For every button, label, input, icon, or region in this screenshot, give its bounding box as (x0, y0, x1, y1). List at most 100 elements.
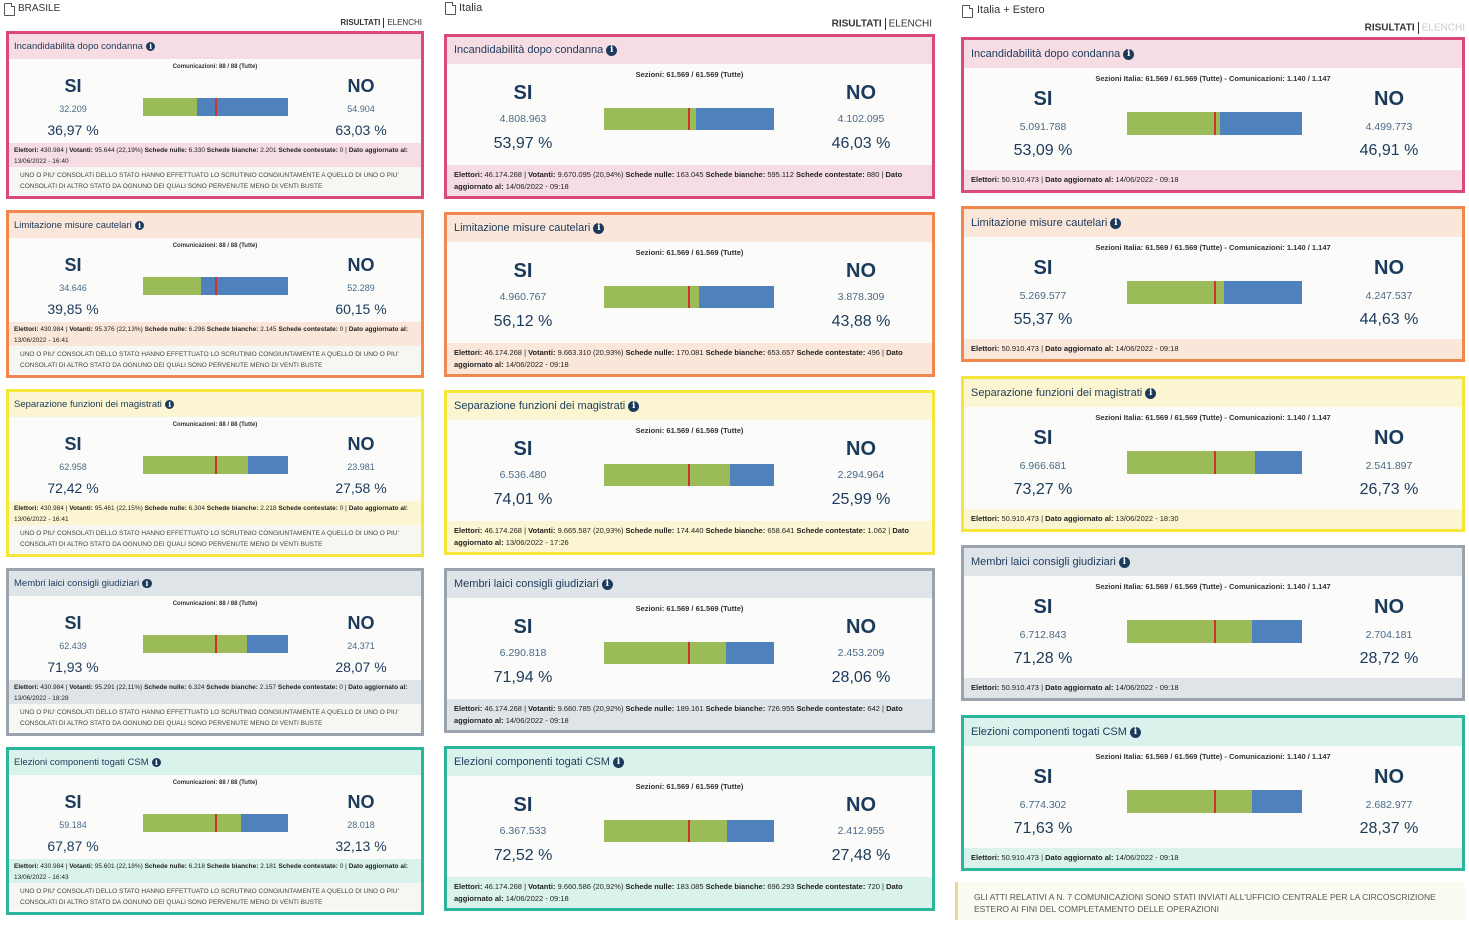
schede-contestate-value: 0 (339, 147, 344, 154)
no-percentage: 28,06 % (831, 669, 891, 686)
si-percentage: 53,97 % (493, 135, 553, 152)
votanti-value: 95.291 (22,11%) (94, 684, 143, 691)
bar-si-segment (1127, 112, 1220, 135)
card-body: Sezioni Italia: 61.569 / 61.569 (Tutte) … (964, 237, 1462, 359)
tab-elenchi[interactable]: ELENCHI (888, 18, 932, 30)
bar-no-segment (248, 456, 288, 474)
no-label: NO (846, 438, 876, 460)
elettori-value: 430.984 (40, 684, 64, 691)
consolati-note-text: UNO O PIU' CONSOLATI DELLO STATO HANNO E… (20, 709, 399, 727)
info-icon[interactable]: i (1129, 726, 1141, 738)
referendum-card-incandidabilita: Incandidabilità dopo condanna i Sezioni: 6… (444, 34, 935, 199)
bar-si-segment (604, 464, 730, 486)
consolati-note: UNO O PIU' CONSOLATI DELLO STATO HANNO E… (9, 525, 421, 553)
bar-majority-marker (1214, 620, 1216, 643)
bar-majority-marker (688, 642, 690, 664)
elettori-value: 430.984 (40, 326, 64, 333)
schede-nulle-label: Schede nulle: (625, 348, 675, 357)
card-stats: Elettori: 46.174.268 | Votanti: 9.660.78… (447, 699, 932, 730)
no-votes: 2.704.181 (1365, 629, 1413, 641)
schede-nulle-value: 6.324 (188, 684, 205, 691)
si-label: SI (64, 76, 82, 96)
info-icon[interactable]: i (1123, 48, 1135, 60)
si-votes: 34.646 (59, 283, 87, 293)
dato-aggiornato-label: Dato aggiornato al: (1045, 683, 1114, 692)
bar-no-segment (696, 108, 774, 130)
info-icon[interactable]: i (142, 578, 152, 589)
no-votes: 2.412.955 (837, 825, 885, 837)
tab-elenchi[interactable]: ELENCHI (387, 18, 422, 28)
elettori-label: Elettori: (454, 348, 483, 357)
schede-contestate-label: Schede contestate: (796, 526, 866, 535)
card-body: Comunicazioni: 88 / 88 (Tutte) SI 32.209 36… (9, 59, 421, 196)
no-percentage: 28,72 % (1359, 650, 1419, 667)
no-label: NO (347, 255, 375, 275)
no-votes: 28.018 (347, 820, 375, 830)
card-body: Sezioni Italia: 61.569 / 61.569 (Tutte) … (964, 68, 1462, 190)
elettori-value: 50.910.473 (1001, 175, 1039, 184)
info-icon[interactable]: i (145, 41, 156, 52)
info-icon[interactable]: i (151, 757, 162, 768)
si-label: SI (1033, 427, 1053, 449)
bar-si-segment (143, 814, 241, 832)
info-icon[interactable]: i (164, 399, 175, 410)
info-icon[interactable]: i (606, 44, 618, 56)
tab-risultati[interactable]: RISULTATI (340, 18, 381, 28)
no-votes: 4.247.537 (1365, 290, 1413, 302)
info-icon[interactable]: i (601, 578, 613, 590)
si-votes: 62.439 (59, 641, 87, 651)
consolati-note: UNO O PIU' CONSOLATI DELLO STATO HANNO E… (9, 883, 421, 911)
schede-bianche-label: Schede bianche: (705, 704, 766, 713)
card-title: Membri laici consigli giudiziari (971, 556, 1116, 568)
schede-nulle-label: Schede nulle: (144, 147, 187, 154)
si-label: SI (64, 255, 82, 275)
si-label: SI (1033, 766, 1053, 788)
consolati-note: UNO O PIU' CONSOLATI DELLO STATO HANNO E… (9, 167, 421, 195)
info-icon[interactable]: i (628, 400, 640, 412)
dato-aggiornato-value: 14/06/2022 - 09:18 (1115, 344, 1179, 353)
schede-bianche-value: 696.293 (767, 882, 795, 891)
schede-bianche-label: Schede bianche: (705, 882, 766, 891)
sections-count: Sezioni: 61.569 / 61.569 (Tutte) (635, 604, 744, 613)
card-stats: Elettori: 430.984 | Votanti: 95.644 (22,… (9, 143, 421, 169)
votanti-label: Votanti: (69, 684, 93, 691)
card-header: Membri laici consigli giudiziari i (447, 571, 932, 598)
info-icon[interactable]: i (1145, 387, 1157, 399)
sections-count: Sezioni: 61.569 / 61.569 (Tutte) (635, 248, 744, 257)
tab-risultati[interactable]: RISULTATI (1364, 22, 1415, 34)
no-percentage: 28,37 % (1359, 820, 1419, 837)
schede-nulle-label: Schede nulle: (625, 170, 675, 179)
schede-contestate-value: 0 (339, 863, 344, 870)
no-percentage: 63,03 % (335, 122, 387, 138)
si-percentage: 71,28 % (1013, 650, 1073, 667)
si-percentage: 73,27 % (1013, 481, 1073, 498)
info-icon[interactable]: i (593, 222, 605, 234)
info-icon[interactable]: i (134, 220, 145, 231)
elettori-label: Elettori: (14, 147, 39, 154)
card-body: Sezioni Italia: 61.569 / 61.569 (Tutte) … (964, 746, 1462, 868)
referendum-card-separazione: Separazione funzioni dei magistrati i Comu… (6, 389, 424, 557)
tab-risultati[interactable]: RISULTATI (831, 18, 882, 30)
sections-count: Sezioni: 61.569 / 61.569 (Tutte) (635, 70, 744, 79)
card-title: Membri laici consigli giudiziari (14, 578, 140, 589)
no-label: NO (347, 434, 375, 454)
document-icon (445, 2, 456, 15)
result-bar (1127, 112, 1302, 135)
card-header: Membri laici consigli giudiziari i (9, 571, 421, 596)
result-bar (1127, 451, 1302, 474)
dato-aggiornato-value: 13/06/2022 - 18:28 (14, 695, 69, 702)
consolati-note-text: UNO O PIU' CONSOLATI DELLO STATO HANNO E… (20, 530, 399, 548)
card-stats: Elettori: 46.174.268 | Votanti: 9.660.58… (447, 877, 932, 908)
schede-contestate-value: 1.062 (867, 526, 887, 535)
document-icon (4, 3, 15, 16)
dato-aggiornato-value: 13/06/2022 - 17:26 (505, 538, 569, 547)
info-icon[interactable]: i (1110, 217, 1122, 229)
info-icon[interactable]: i (612, 756, 624, 768)
si-votes: 6.290.818 (499, 647, 547, 659)
card-stats: Elettori: 50.910.473 | Dato aggiornato a… (964, 509, 1462, 529)
document-icon (962, 5, 973, 18)
info-icon[interactable]: i (1118, 556, 1130, 568)
bar-majority-marker (215, 277, 217, 295)
no-label: NO (347, 76, 375, 96)
card-header: Incandidabilità dopo condanna i (9, 34, 421, 59)
